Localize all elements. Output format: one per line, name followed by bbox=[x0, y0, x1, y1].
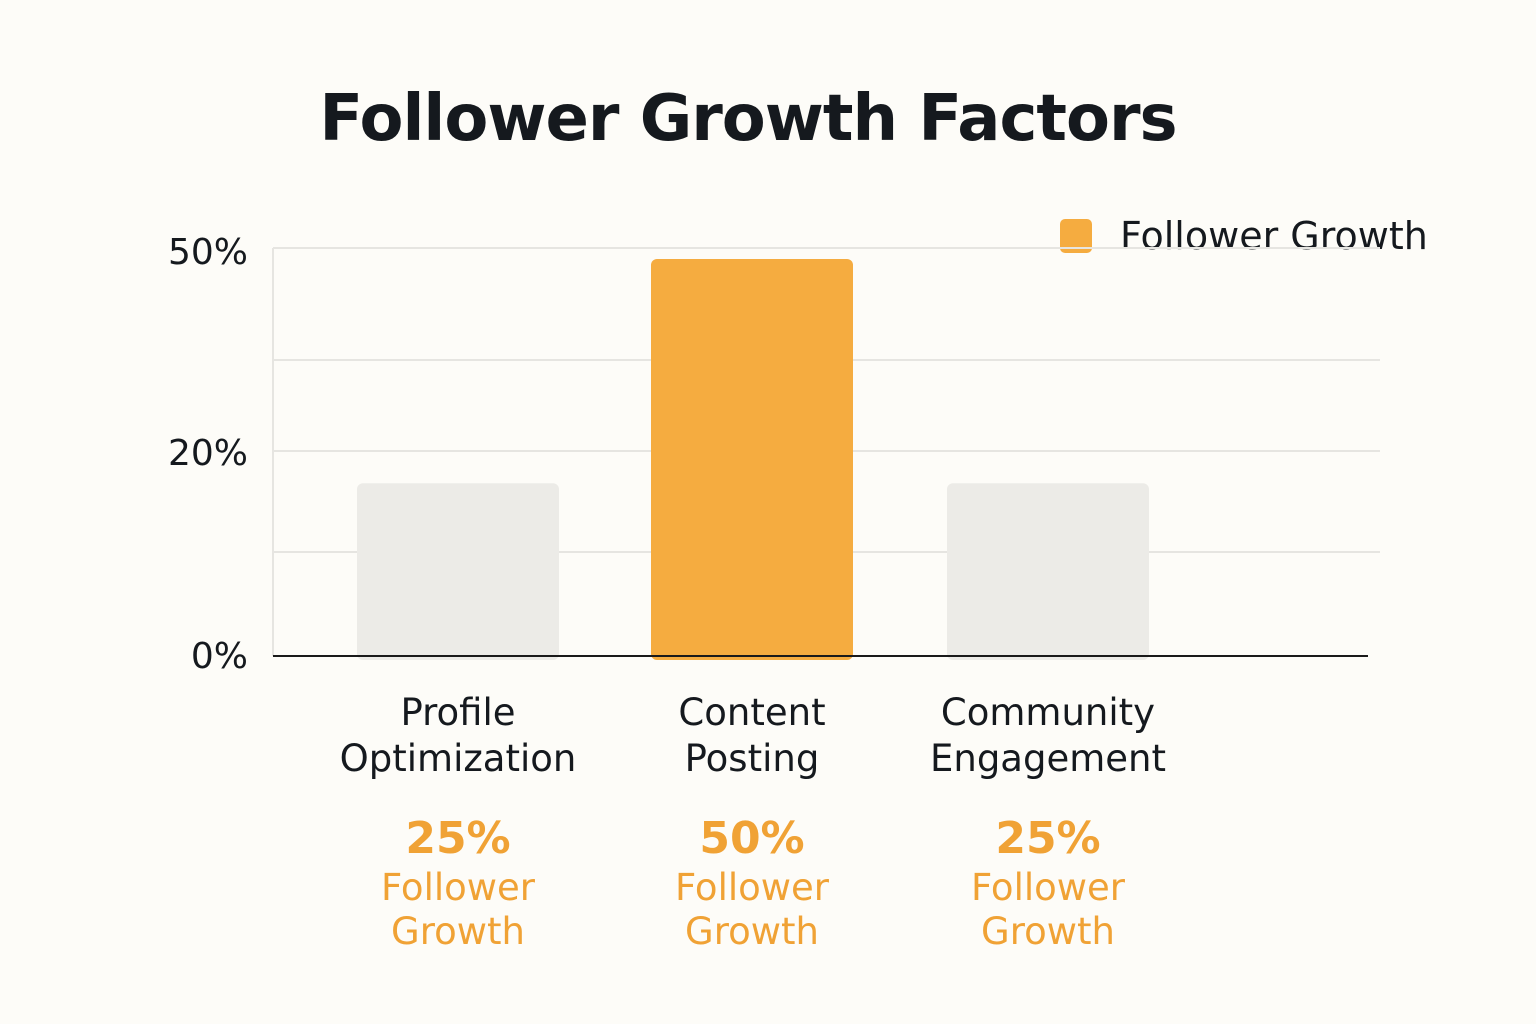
bar-1 bbox=[651, 259, 853, 660]
x-tick-label: Community Engagement bbox=[929, 691, 1166, 780]
x-tick-label: Content Posting bbox=[678, 691, 826, 780]
x-tick-label: Profile Optimization bbox=[339, 691, 577, 780]
data-label: 25% Follower Growth bbox=[898, 812, 1198, 954]
data-label-value: 25% bbox=[405, 813, 511, 864]
data-label: 50% Follower Growth bbox=[602, 812, 902, 954]
data-label-value: 25% bbox=[995, 813, 1101, 864]
bar-2 bbox=[947, 483, 1149, 660]
data-label-caption: Follower Growth bbox=[970, 866, 1126, 953]
y-tick-label: 20% bbox=[167, 433, 248, 474]
legend: Follower Growth bbox=[1060, 214, 1428, 258]
bar-0 bbox=[357, 483, 559, 660]
data-label-caption: Follower Growth bbox=[380, 866, 536, 953]
y-tick-label: 0% bbox=[190, 636, 248, 677]
y-tick-label: 50% bbox=[167, 232, 248, 273]
data-label: 25% Follower Growth bbox=[308, 812, 608, 954]
chart-title: Follower Growth Factors bbox=[319, 82, 1177, 156]
data-label-value: 50% bbox=[699, 813, 805, 864]
legend-label: Follower Growth bbox=[1120, 214, 1428, 258]
data-label-caption: Follower Growth bbox=[674, 866, 830, 953]
